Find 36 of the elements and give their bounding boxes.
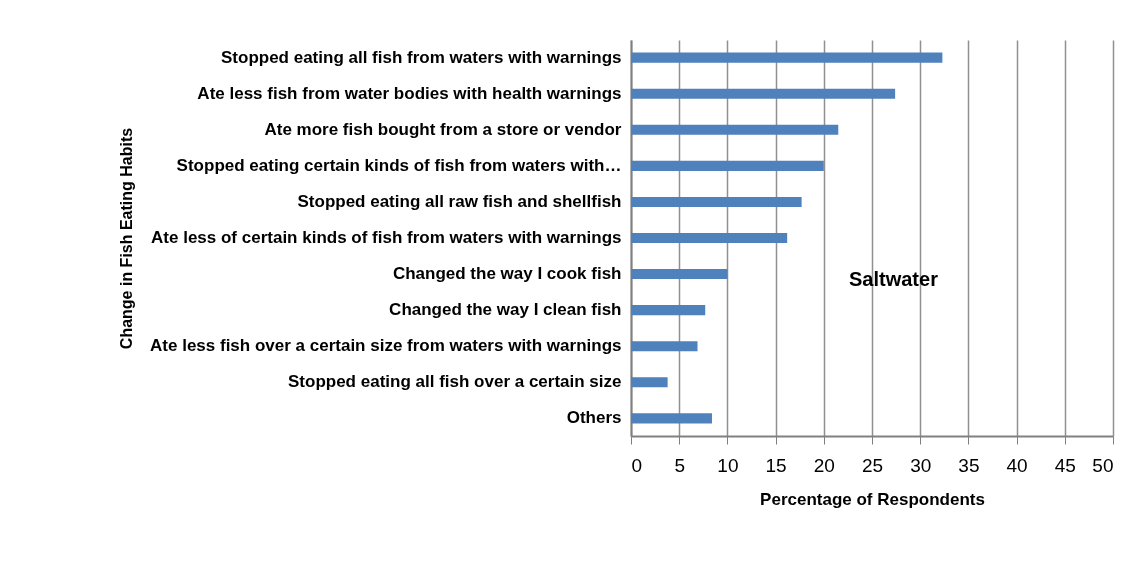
x-tick-label: 30 [910, 454, 932, 476]
y-tick-label: Ate less of certain kinds of fish from waters with warnings [151, 228, 622, 247]
bar [631, 305, 706, 316]
x-tick-label: 45 [1054, 454, 1076, 476]
x-tick-label: 5 [674, 454, 685, 476]
bar [631, 196, 802, 207]
y-tick-label: Ate less fish over a certain size from waters with warnings [150, 336, 622, 356]
bar [631, 413, 712, 424]
bar [631, 52, 943, 63]
y-tick-label: Changed the way I clean fish [389, 300, 622, 320]
y-axis-title: Change in Fish Eating Habits [117, 127, 135, 350]
x-tick-label: 25 [861, 454, 884, 476]
bar [631, 232, 788, 244]
x-tick-label: 20 [813, 454, 835, 476]
bar [631, 88, 896, 99]
y-tick-label: Stopped eating all raw fish and shellfish [297, 191, 622, 211]
bar [631, 269, 728, 280]
x-axis-title: Percentage of Respondents [760, 489, 985, 509]
y-tick-label: Changed the way I cook fish [392, 264, 622, 284]
x-tick-label: 15 [765, 454, 787, 476]
x-tick-label: 50 [1092, 454, 1114, 476]
y-tick-label: Stopped eating all fish over a certain size [288, 372, 622, 392]
x-tick-label: 35 [958, 454, 980, 476]
x-tick-label: 0 [631, 454, 643, 476]
x-tick-label: 40 [1006, 454, 1028, 476]
bar [631, 160, 824, 171]
x-tick-label: 10 [717, 454, 739, 476]
y-tick-label: Stopped eating certain kinds of fish from waters with… [176, 155, 622, 175]
y-tick-label: Stopped eating all fish from waters with warnings [221, 47, 622, 67]
bar [631, 377, 668, 388]
y-tick-label: Others [566, 408, 622, 428]
annotation: Saltwater [849, 268, 939, 290]
bar [631, 124, 839, 135]
y-tick-label: Ate less fish from water bodies with health warnings [197, 83, 622, 103]
bar [631, 341, 698, 352]
y-tick-label: Ate more fish bought from a store or vendor [264, 119, 622, 139]
